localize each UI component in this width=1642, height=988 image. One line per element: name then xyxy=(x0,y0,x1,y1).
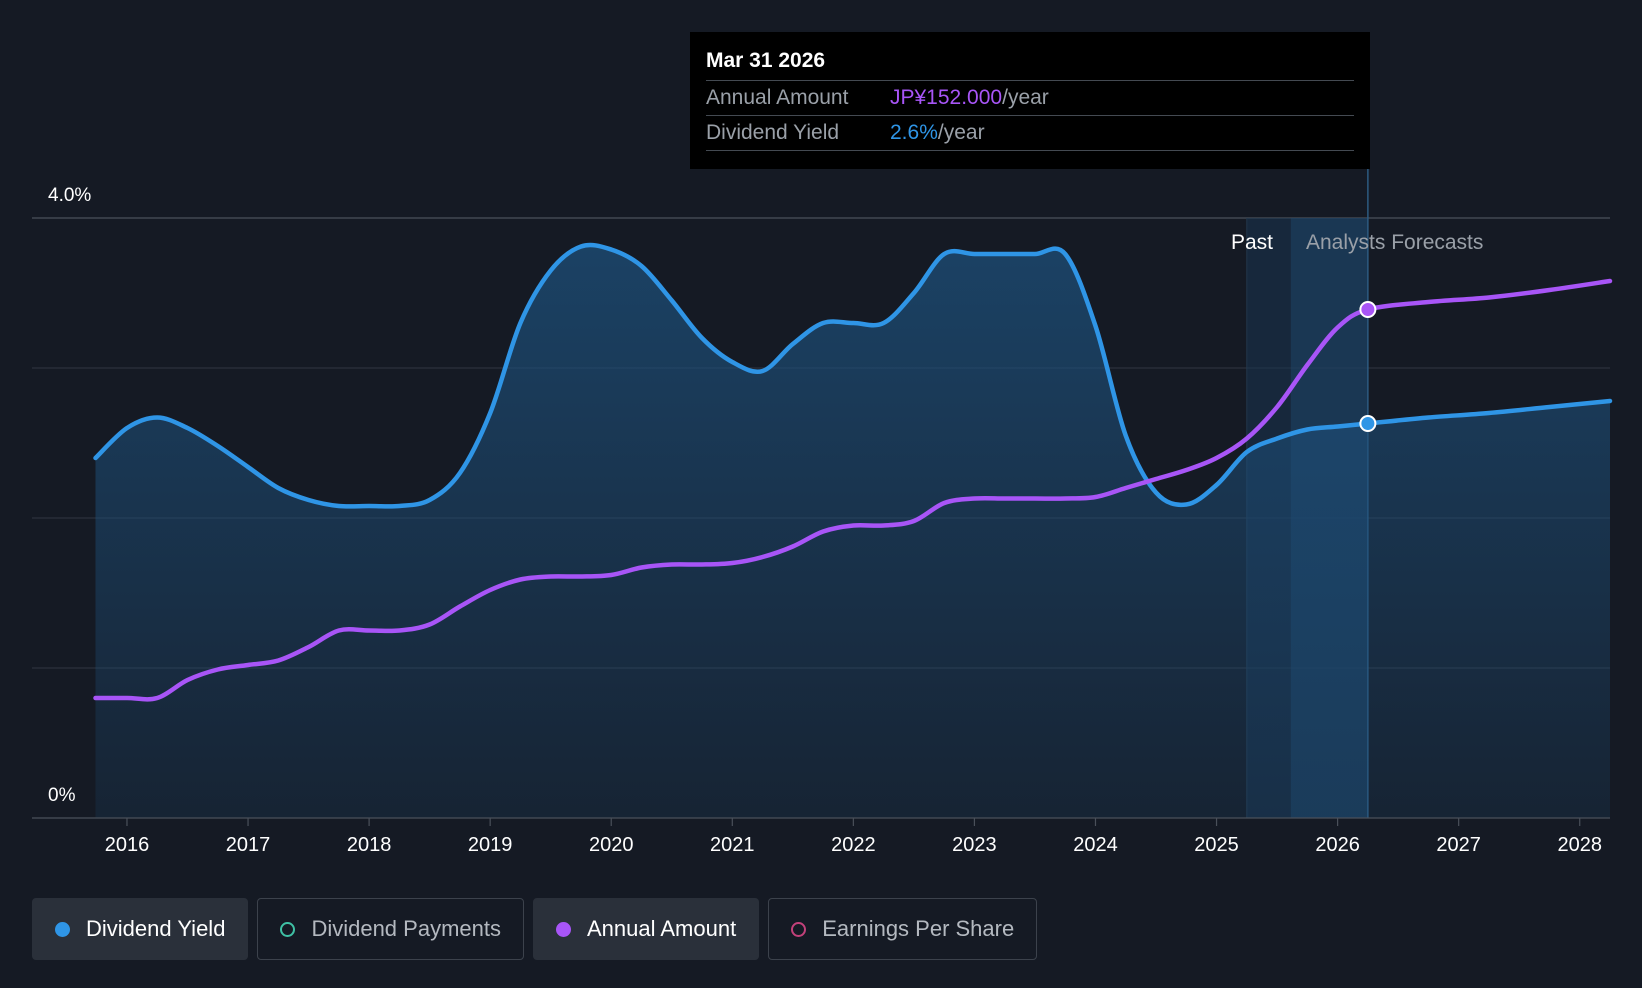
tooltip-annual-unit: /year xyxy=(1002,86,1049,109)
tooltip-annual-value: JP¥152.000 xyxy=(890,86,1003,109)
x-tick-label: 2024 xyxy=(1073,834,1118,856)
x-tick-label: 2018 xyxy=(347,834,392,856)
series-lines xyxy=(93,242,1613,702)
legend-dividend-payments-button[interactable]: Dividend Payments xyxy=(257,898,524,960)
legend-label: Dividend Payments xyxy=(311,916,501,941)
legend-earnings-per-share-button[interactable]: Earnings Per Share xyxy=(768,898,1038,960)
x-tick-label: 2021 xyxy=(710,834,755,856)
legend-annual-amount-button[interactable]: Annual Amount xyxy=(532,898,760,960)
x-tick-label: 2016 xyxy=(105,834,150,856)
x-tick-label: 2025 xyxy=(1194,834,1239,856)
x-tick-label: 2019 xyxy=(468,834,513,856)
tooltip-yield-unit: /year xyxy=(937,121,985,144)
legend-label: Dividend Yield xyxy=(86,916,226,941)
x-tick-label: 2022 xyxy=(831,834,876,856)
legend-label: Annual Amount xyxy=(586,916,737,941)
tooltip-date: Mar 31 2026 xyxy=(706,46,1354,81)
earnings-per-share-ring-icon xyxy=(791,921,807,937)
legend-label: Earnings Per Share xyxy=(822,916,1015,941)
tooltip-yield-row: Dividend Yield 2.6% /year xyxy=(706,116,1354,151)
annual-amount-line xyxy=(93,278,1613,702)
annual-amount-marker xyxy=(1359,301,1377,318)
dividend-yield-line xyxy=(93,242,1613,509)
legend: Dividend Yield Dividend Payments Annual … xyxy=(32,898,1038,960)
tooltip-yield-value: 2.6% xyxy=(890,121,938,144)
tooltip-annual-label: Annual Amount xyxy=(706,86,849,109)
tooltip-annual-row: Annual Amount JP¥152.000 /year xyxy=(706,81,1354,116)
y-tick-label-bottom: 0% xyxy=(48,785,76,806)
dividend-yield-marker xyxy=(1359,415,1377,432)
yield-area xyxy=(95,244,1610,818)
x-tick-label: 2020 xyxy=(589,834,634,856)
dividend-yield-area xyxy=(95,244,1610,818)
x-axis: 2016 2017 2018 2019 2020 2021 2022 2023 2024 2025… xyxy=(32,817,1610,856)
x-tick-label: 2027 xyxy=(1436,834,1481,856)
x-tick-label: 2023 xyxy=(952,834,997,856)
tooltip: Mar 31 2026 Annual Amount JP¥152.000 /ye… xyxy=(690,32,1370,169)
annual-amount-dot-icon xyxy=(555,921,571,937)
x-tick-label: 2026 xyxy=(1315,834,1360,856)
legend-dividend-yield-button[interactable]: Dividend Yield xyxy=(32,898,249,960)
dividend-payments-ring-icon xyxy=(280,921,296,937)
dividend-yield-dot-icon xyxy=(55,921,70,937)
forecast-label: Analysts Forecasts xyxy=(1306,231,1483,254)
markers xyxy=(1359,301,1377,432)
x-tick-label: 2028 xyxy=(1557,834,1602,856)
tooltip-yield-label: Dividend Yield xyxy=(706,121,840,144)
y-tick-label-top: 4.0% xyxy=(48,185,91,206)
x-tick-label: 2017 xyxy=(226,834,271,856)
past-label: Past xyxy=(1231,231,1273,254)
